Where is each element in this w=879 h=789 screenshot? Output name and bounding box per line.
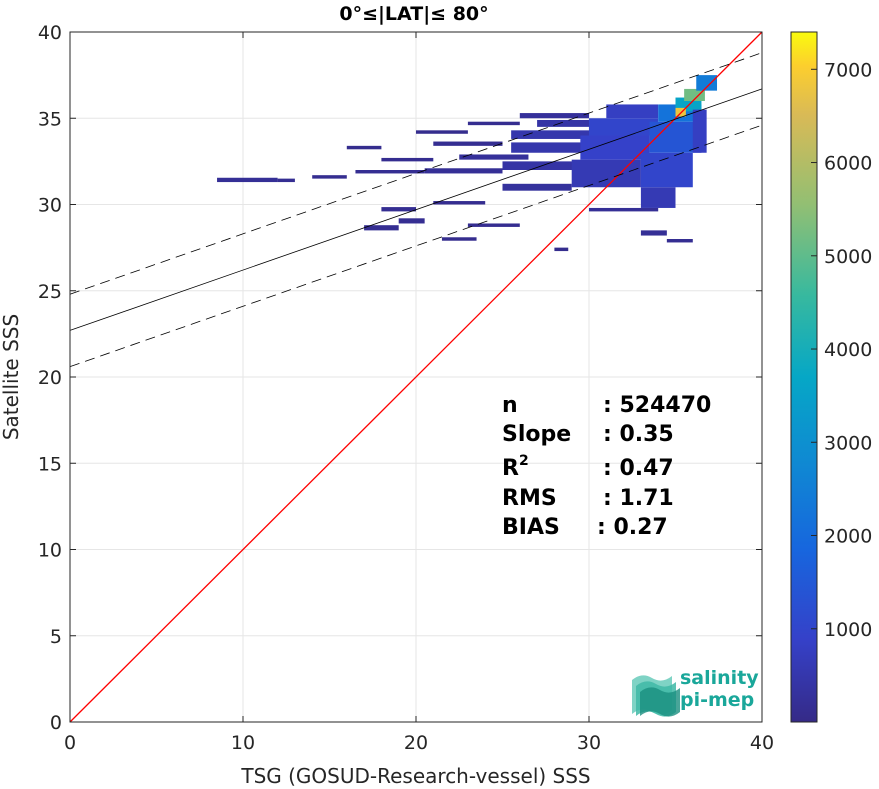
density-cell-22 (441, 237, 477, 241)
density-cell-14 (511, 130, 598, 139)
y-axis-label: Satellite SSS (0, 314, 23, 440)
stat-slope-label: Slope (502, 422, 571, 447)
density-cell-7 (416, 130, 468, 134)
salinity-pi-mep-logo: salinity pi-mep (632, 667, 759, 717)
density-cell-9 (433, 141, 503, 146)
stat-r2-value: : 0.47 (603, 456, 674, 481)
x-tick-label-1: 10 (231, 732, 255, 754)
density-cell-18 (398, 218, 425, 224)
density-cell-4 (381, 157, 434, 162)
colorbar: 1000 2000 3000 4000 5000 6000 7000 (790, 31, 872, 723)
density-cell-20 (433, 201, 486, 205)
density-cell-6 (424, 168, 503, 174)
stat-bias-label: BIAS (502, 515, 560, 540)
density-cell-28 (640, 187, 676, 208)
y-tick-label-7: 35 (38, 108, 62, 130)
colorbar-tick-label-3: 4000 (824, 339, 872, 361)
density-cell-10 (459, 154, 529, 160)
colorbar-tick-label-6: 7000 (824, 59, 872, 81)
density-cell-11 (502, 183, 572, 191)
x-tick-label-3: 30 (577, 732, 601, 754)
density-cells (217, 75, 718, 252)
x-tick-label-0: 0 (64, 732, 76, 754)
x-axis-ticks: 0 10 20 30 40 (64, 32, 774, 754)
y-axis-ticks: 0 5 10 15 20 25 30 35 40 (38, 22, 762, 734)
y-tick-label-2: 10 (38, 540, 62, 562)
colorbar-ticks: 1000 2000 3000 4000 5000 6000 7000 (811, 59, 872, 641)
stat-bias-value: : 0.27 (597, 515, 668, 540)
colorbar-tick-label-0: 1000 (824, 619, 872, 641)
regression-line (69, 88, 763, 331)
density-cell-23 (554, 247, 569, 252)
density-cell-13 (511, 142, 598, 153)
y-tick-label-8: 40 (38, 22, 62, 44)
stat-n-label: n (502, 393, 518, 418)
logo-wave-icon (632, 675, 680, 717)
density-cell-21 (467, 223, 520, 227)
y-tick-label-5: 25 (38, 281, 62, 303)
logo-line2: pi-mep (680, 689, 754, 711)
stat-rms-label: RMS (502, 486, 557, 511)
y-tick-label-4: 20 (38, 367, 62, 389)
y-tick-label-1: 5 (50, 626, 62, 648)
density-cell-3 (355, 170, 425, 174)
density-cell-0 (217, 177, 278, 183)
density-cell-1 (277, 178, 295, 183)
colorbar-tick-label-1: 2000 (824, 526, 872, 548)
chart-title: 0°≤|LAT|≤ 80° (339, 3, 488, 25)
density-cell-26 (589, 118, 659, 136)
density-cell-19 (364, 225, 399, 231)
plot-area: 0 10 20 30 40 0 5 10 15 20 25 30 35 40 (38, 22, 774, 754)
density-cell-8 (467, 121, 520, 126)
density-cell-37 (666, 239, 693, 243)
y-tick-label-3: 15 (38, 453, 62, 475)
density-cell-34 (696, 75, 718, 91)
density-cell-17 (381, 207, 416, 212)
density-cell-27 (606, 104, 659, 119)
density-cell-36 (640, 230, 667, 236)
density-cell-33 (684, 88, 705, 101)
density-cell-2 (312, 175, 347, 179)
density-cell-5 (346, 145, 382, 150)
colorbar-gradient (790, 31, 818, 723)
stat-rms-value: : 1.71 (603, 486, 674, 511)
colorbar-tick-label-5: 6000 (824, 153, 872, 175)
identity-line (69, 31, 763, 723)
logo-line1: salinity (680, 667, 759, 689)
stat-n-value: : 524470 (603, 393, 711, 418)
density-cell-25 (580, 135, 650, 160)
y-tick-label-0: 0 (50, 712, 62, 734)
density-cell-38 (589, 207, 659, 212)
density-cell-16 (519, 113, 589, 119)
density-cell-15 (537, 119, 607, 127)
upper-band-line (69, 52, 763, 295)
lower-band-line (69, 124, 763, 368)
density-cell-35 (692, 109, 707, 153)
x-tick-label-2: 20 (404, 732, 428, 754)
y-tick-label-6: 30 (38, 195, 62, 217)
density-cell-12 (502, 161, 589, 170)
colorbar-tick-label-2: 3000 (824, 432, 872, 454)
density-cell-29 (640, 152, 693, 188)
x-tick-label-4: 40 (750, 732, 774, 754)
colorbar-tick-label-4: 5000 (824, 246, 872, 268)
fit-lines (69, 31, 763, 723)
x-axis-label: TSG (GOSUD-Research-vessel) SSS (240, 764, 590, 788)
stat-slope-value: : 0.35 (603, 422, 674, 447)
stats-block: n : 524470 Slope : 0.35 R2 : 0.47 RMS : … (502, 393, 711, 540)
